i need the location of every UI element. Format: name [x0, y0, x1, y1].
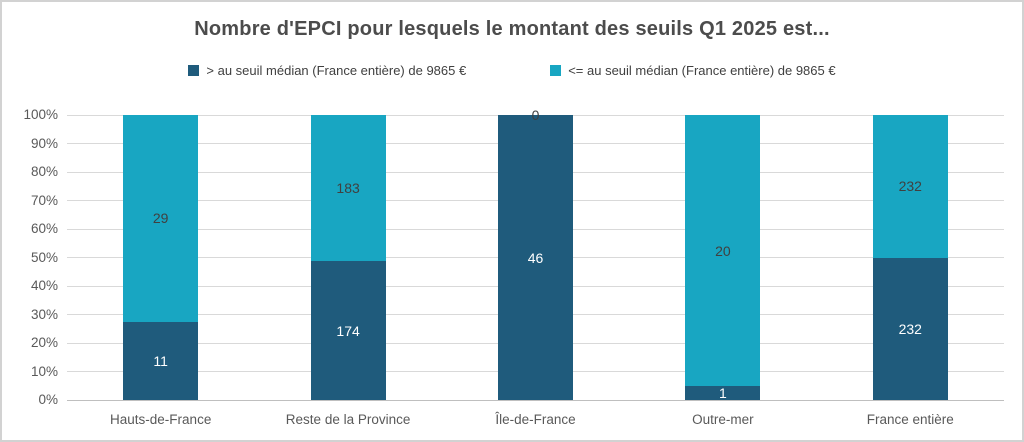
- chart-legend: > au seuil médian (France entière) de 98…: [2, 63, 1022, 78]
- bar-segment: [123, 115, 199, 322]
- data-label: 20: [715, 242, 731, 259]
- legend-item-above-median: > au seuil médian (France entière) de 98…: [188, 63, 466, 78]
- plot-area: 11 29 174 183 46 0 1 20 232 232: [67, 107, 1004, 402]
- legend-label: <= au seuil médian (France entière) de 9…: [568, 63, 836, 78]
- y-tick-label: 90%: [30, 135, 58, 151]
- y-tick-label: 100%: [23, 107, 58, 122]
- y-tick-label: 80%: [30, 164, 58, 179]
- y-tick-label: 0%: [38, 392, 58, 407]
- legend-swatch-dark-icon: [188, 65, 200, 76]
- data-label: 183: [336, 180, 360, 197]
- legend-label: > au seuil médian (France entière) de 98…: [206, 63, 467, 78]
- bar-segment: [685, 115, 761, 387]
- bar-segment: [872, 257, 948, 400]
- legend-item-below-median: <= au seuil médian (France entière) de 9…: [550, 63, 836, 78]
- data-label: 46: [527, 249, 544, 266]
- legend-swatch-cyan-icon: [550, 65, 562, 76]
- y-tick-label: 50%: [30, 249, 58, 265]
- data-label: 11: [153, 352, 168, 369]
- y-tick-label: 20%: [30, 335, 58, 350]
- y-tick-label: 30%: [30, 306, 58, 322]
- data-label: 29: [152, 210, 169, 227]
- data-label: 0: [531, 107, 540, 123]
- data-label: 232: [898, 320, 922, 337]
- y-tick-label: 10%: [30, 363, 58, 379]
- bar-segment: [123, 321, 199, 400]
- data-label: 174: [336, 322, 360, 339]
- x-category-label: Hauts-de-France: [110, 412, 212, 427]
- bar-segment: [310, 115, 386, 262]
- data-label: 232: [898, 178, 922, 195]
- x-category-label: France entière: [866, 412, 954, 427]
- x-category-label: Reste de la Province: [285, 412, 411, 427]
- bar-segment: [310, 261, 386, 400]
- y-tick-label: 70%: [30, 192, 58, 208]
- x-category-label: Outre-mer: [692, 412, 754, 427]
- x-category-label: Île-de-France: [495, 412, 576, 427]
- chart-title: Nombre d'EPCI pour lesquels le montant d…: [194, 18, 830, 40]
- y-tick-label: 40%: [30, 278, 58, 293]
- y-tick-label: 60%: [30, 221, 58, 236]
- x-axis-line: [67, 399, 1004, 401]
- bar-segment: [685, 386, 761, 400]
- data-label: 1: [718, 385, 727, 402]
- bar-segment: [498, 115, 573, 400]
- bar-segment: [872, 115, 948, 258]
